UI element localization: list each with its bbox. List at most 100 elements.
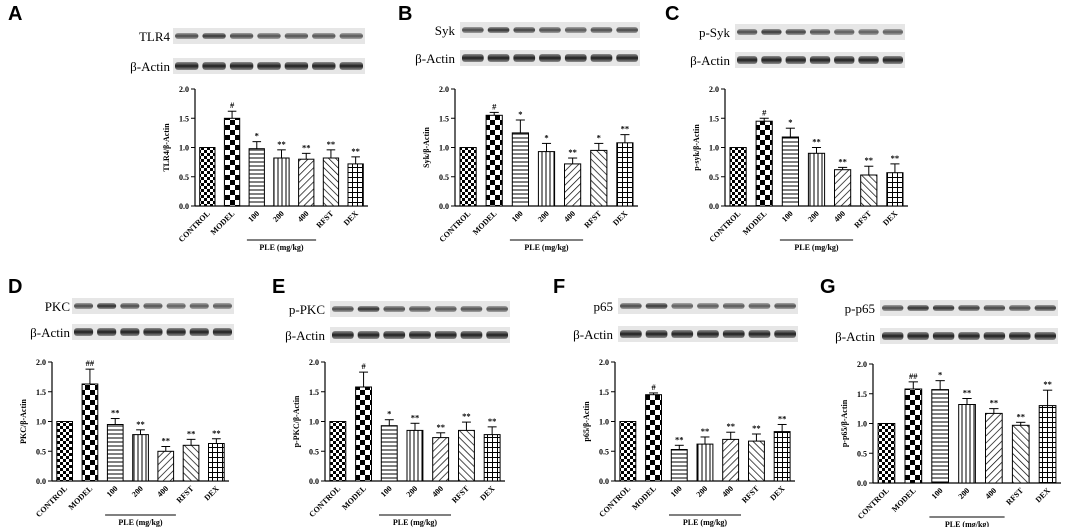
x-tick-label: MODEL bbox=[630, 484, 658, 512]
x-tick-label: DEX bbox=[202, 484, 220, 502]
significance-label: ** bbox=[865, 155, 874, 165]
blot-band bbox=[339, 62, 363, 70]
blot-band bbox=[590, 54, 613, 62]
blot-band bbox=[564, 27, 587, 33]
x-tick-label: 200 bbox=[536, 209, 551, 224]
blot-band bbox=[284, 62, 309, 70]
significance-label: * bbox=[938, 370, 942, 380]
blot-band bbox=[486, 331, 508, 339]
bar bbox=[616, 142, 634, 207]
significance-label: ** bbox=[990, 398, 999, 408]
x-tick-label: 200 bbox=[405, 484, 420, 499]
bar bbox=[564, 163, 582, 207]
blot-band bbox=[564, 54, 587, 62]
panel-letter: F bbox=[553, 276, 565, 298]
group-label: PLE (mg/kg) bbox=[259, 243, 304, 252]
blot-band bbox=[513, 27, 536, 33]
x-tick-label: RFST bbox=[315, 209, 336, 230]
panel-B: B Syk β-Actin 0.0 0.5 1.0 1.5 2.0 Syk/β-Actin CON… bbox=[398, 3, 640, 252]
significance-label: ** bbox=[162, 435, 171, 445]
significance-label: ** bbox=[111, 408, 120, 418]
y-axis-label: Syk/β-Actin bbox=[422, 127, 431, 168]
bar bbox=[748, 440, 765, 482]
y-tick-label: 1.0 bbox=[709, 144, 719, 153]
significance-label: ** bbox=[411, 412, 420, 422]
blot-band bbox=[983, 332, 1006, 340]
blot-band bbox=[175, 62, 199, 70]
blot-band bbox=[229, 62, 254, 70]
x-tick-label: 100 bbox=[510, 209, 525, 224]
y-tick-label: 1.5 bbox=[439, 114, 449, 123]
blot-band bbox=[383, 306, 406, 312]
blot-band bbox=[785, 56, 806, 64]
blot-band bbox=[212, 303, 232, 309]
blot-band bbox=[882, 305, 904, 311]
panel-letter: D bbox=[8, 276, 22, 298]
bar bbox=[483, 434, 501, 482]
blot-label: β-Actin bbox=[285, 328, 325, 343]
bar bbox=[670, 449, 688, 482]
blot-band bbox=[212, 328, 232, 336]
blot-band bbox=[645, 303, 668, 309]
bar bbox=[985, 412, 1003, 484]
y-axis-label: p-PKC/β-Actin bbox=[292, 395, 301, 447]
significance-label: * bbox=[544, 132, 548, 142]
blot-band bbox=[671, 330, 694, 338]
significance-label: # bbox=[762, 107, 767, 117]
blot-label: β-Actin bbox=[690, 53, 730, 68]
blot-band bbox=[312, 62, 336, 70]
blot-label: p65 bbox=[594, 299, 614, 314]
bar bbox=[537, 151, 556, 207]
bar bbox=[860, 174, 878, 207]
bar bbox=[81, 383, 99, 482]
y-tick-label: 2.0 bbox=[36, 358, 46, 367]
x-tick-label: 200 bbox=[130, 484, 145, 499]
significance-label: ** bbox=[891, 153, 900, 163]
x-tick-label: DEX bbox=[768, 484, 786, 502]
blot-band bbox=[120, 328, 140, 336]
bar bbox=[329, 421, 347, 482]
y-axis-label: p65/β-Actin bbox=[582, 401, 591, 442]
blot-band bbox=[166, 328, 186, 336]
blot-band bbox=[189, 328, 209, 336]
y-tick-label: 0.5 bbox=[36, 447, 46, 456]
x-tick-label: DEX bbox=[478, 484, 496, 502]
y-tick-label: 1.0 bbox=[309, 418, 319, 427]
blot-label: β-Actin bbox=[835, 329, 875, 344]
x-tick-label: RFST bbox=[740, 484, 761, 505]
bar bbox=[157, 450, 175, 482]
bar bbox=[696, 443, 714, 482]
blot-band bbox=[284, 33, 309, 39]
blot-band bbox=[834, 56, 855, 64]
blot-band bbox=[1034, 332, 1056, 340]
bar bbox=[807, 152, 826, 207]
blot-band bbox=[809, 56, 831, 64]
significance-label: # bbox=[361, 361, 366, 371]
group-label: PLE (mg/kg) bbox=[118, 518, 163, 527]
blot-band bbox=[357, 306, 380, 312]
bar bbox=[886, 172, 904, 207]
blot-band bbox=[616, 54, 638, 62]
blot-band bbox=[462, 54, 484, 62]
bar bbox=[590, 149, 608, 207]
blot-band bbox=[460, 331, 483, 339]
significance-label: ** bbox=[436, 422, 445, 432]
blot-band bbox=[312, 33, 336, 39]
blot-band bbox=[434, 306, 457, 312]
y-tick-label: 0.5 bbox=[439, 173, 449, 182]
y-tick-label: 2.0 bbox=[309, 358, 319, 367]
group-label: PLE (mg/kg) bbox=[683, 518, 728, 527]
significance-label: * bbox=[788, 117, 792, 127]
blot-band bbox=[143, 303, 163, 309]
blot-label: β-Actin bbox=[130, 59, 170, 74]
significance-label: ** bbox=[701, 426, 710, 436]
bar bbox=[722, 438, 740, 482]
bar bbox=[931, 389, 949, 484]
blot-band bbox=[229, 33, 254, 39]
significance-label: ** bbox=[136, 419, 145, 429]
bar bbox=[355, 386, 373, 482]
blot-band bbox=[697, 303, 719, 309]
bar bbox=[729, 147, 747, 207]
significance-label: ** bbox=[1043, 379, 1052, 389]
blot-strip bbox=[880, 300, 1058, 316]
